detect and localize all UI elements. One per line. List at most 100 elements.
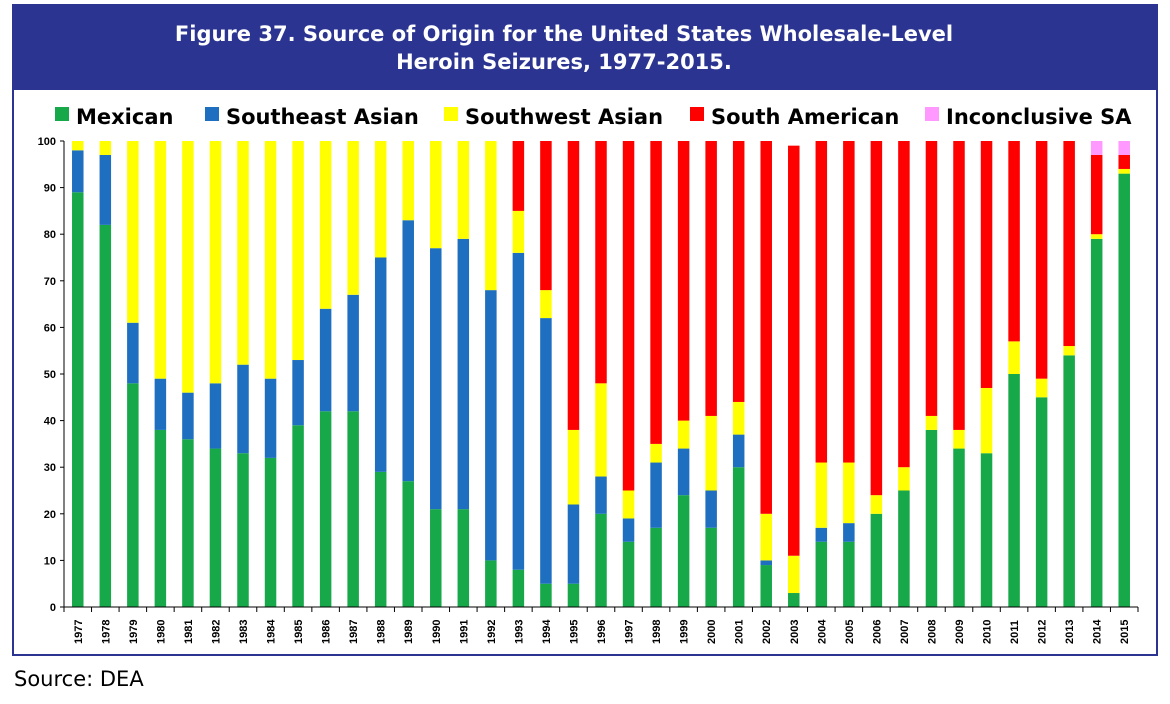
bar-segment-south-american-2006	[870, 141, 883, 496]
bar-segment-south-american-2010	[980, 141, 993, 388]
bar-segment-mexican-1980	[154, 429, 167, 607]
bar-segment-southwest-asian-2005	[843, 462, 855, 524]
bar-segment-mexican-2003	[788, 593, 800, 607]
bar-segment-south-american-1997	[622, 141, 635, 491]
bar-segment-mexican-1990	[430, 509, 442, 607]
bar-segment-mexican-1981	[182, 439, 194, 607]
bar-segment-south-american-2013	[1063, 141, 1075, 347]
bar-segment-southwest-asian-2010	[980, 387, 993, 454]
bar-segment-southeast-asian-2001	[732, 434, 745, 468]
x-axis: 1977 1978 1979 1980 1981 1982 1983 1984 1985 1986…	[63, 606, 1139, 644]
legend: Mexican Southeast Asian Southwest Asian Sou…	[55, 105, 1132, 129]
bar-segment-south-american-1994	[540, 141, 552, 291]
bar-segment-southwest-asian-1985	[292, 141, 304, 361]
x-tick-label: 2011	[1009, 620, 1021, 644]
bar-segment-southeast-asian-2002	[760, 560, 772, 566]
title-bar: Figure 37. Source of Origin for the Unit…	[14, 6, 1156, 90]
x-tick-label: 1985	[293, 620, 305, 644]
bar-segment-mexican-1999	[677, 495, 690, 607]
x-tick-label: 1993	[513, 620, 525, 644]
bar-segment-southeast-asian-1990	[430, 248, 442, 510]
legend-label-mexican: Mexican	[76, 105, 173, 129]
bar-segment-mexican-1998	[650, 527, 662, 607]
x-tick-label: 1989	[403, 620, 415, 644]
bar-segment-southwest-asian-2003	[788, 555, 800, 594]
bar-segment-mexican-2015	[1118, 173, 1130, 607]
x-tick-label: 1992	[486, 620, 498, 644]
bar-segment-mexican-1982	[209, 448, 222, 607]
bar-segment-southeast-asian-2000	[705, 490, 717, 528]
bar-segment-southwest-asian-2015	[1118, 168, 1130, 174]
bar-segment-southwest-asian-2012	[1035, 378, 1048, 398]
bar-segment-southwest-asian-2009	[953, 429, 965, 449]
chart-title-line-1: Figure 37. Source of Origin for the Unit…	[174, 22, 954, 46]
y-tick-label: 0	[50, 602, 56, 614]
x-tick-label: 2013	[1064, 620, 1076, 644]
source-note: Source: DEA	[14, 667, 144, 691]
bar-segment-southwest-asian-1997	[622, 490, 635, 519]
x-tick-label: 1994	[541, 619, 553, 644]
bar-segment-mexican-1991	[457, 509, 470, 607]
bar-segment-southwest-asian-1991	[457, 141, 470, 239]
x-tick-label: 1981	[183, 620, 195, 644]
bar-segment-southwest-asian-1996	[595, 383, 607, 477]
bar-segment-mexican-2002	[760, 565, 772, 607]
y-tick-label: 10	[44, 555, 56, 567]
y-tick-label: 100	[38, 136, 56, 148]
bar-segment-southeast-asian-2004	[815, 527, 828, 542]
bar-segment-mexican-2000	[705, 527, 717, 607]
x-tick-label: 2004	[816, 619, 828, 644]
bar-segment-southwest-asian-1993	[512, 210, 525, 253]
x-tick-label: 1988	[376, 620, 388, 644]
y-tick-label: 80	[44, 229, 56, 241]
y-tick-label: 70	[44, 276, 56, 288]
bar-segment-south-american-1995	[567, 141, 580, 430]
bar-segment-mexican-1986	[319, 411, 332, 607]
legend-swatch-south-american	[690, 107, 704, 121]
bar-segment-southeast-asian-1985	[292, 360, 304, 426]
bar-segment-mexican-1988	[374, 471, 387, 607]
bar-segment-southeast-asian-1983	[237, 364, 249, 454]
bar-segment-southeast-asian-1979	[127, 322, 139, 384]
bar-segment-southwest-asian-2000	[705, 415, 717, 491]
bar-segment-inconclusive-sa-2015	[1118, 141, 1130, 155]
x-tick-label: 1984	[266, 619, 278, 644]
bar-segment-south-american-2005	[843, 141, 855, 463]
bar-segment-southwest-asian-1990	[430, 141, 442, 249]
bar-segment-southeast-asian-1997	[622, 518, 635, 542]
bar-segment-southwest-asian-1994	[540, 290, 552, 319]
bar-segment-southeast-asian-1981	[182, 392, 194, 440]
bar-segment-southeast-asian-2005	[843, 523, 855, 542]
bar-segment-southeast-asian-1977	[72, 150, 84, 193]
x-tick-label: 2009	[954, 620, 966, 644]
bar-segment-southwest-asian-2004	[815, 462, 828, 528]
bar-segment-southwest-asian-1992	[485, 141, 497, 291]
x-tick-label: 1979	[128, 620, 140, 644]
bar-segment-southwest-asian-1988	[374, 141, 387, 258]
x-tick-label: 1998	[651, 620, 663, 644]
bar-segment-mexican-1993	[512, 569, 525, 607]
bar-segment-mexican-1979	[127, 383, 139, 607]
bar-segment-southwest-asian-1999	[677, 420, 690, 449]
bar-segment-southwest-asian-1981	[182, 141, 194, 393]
bar-segment-mexican-2010	[980, 453, 993, 607]
bar-segment-southeast-asian-1987	[347, 294, 359, 412]
bar-segment-southeast-asian-1984	[264, 378, 277, 458]
x-tick-label: 2015	[1119, 620, 1131, 644]
x-tick-label: 2007	[899, 620, 911, 644]
bar-segment-southwest-asian-1983	[237, 141, 249, 365]
y-tick-label: 40	[44, 416, 56, 428]
bar-segment-mexican-2014	[1090, 238, 1103, 608]
bar-segment-mexican-1987	[347, 411, 359, 607]
bar-segment-southeast-asian-1988	[374, 257, 387, 472]
bar-segment-south-american-2015	[1118, 154, 1130, 169]
bar-segment-south-american-2002	[760, 141, 772, 514]
bar-segment-mexican-2009	[953, 448, 965, 607]
y-tick-label: 30	[44, 462, 56, 474]
bar-segment-south-american-1998	[650, 141, 662, 444]
x-tick-label: 1991	[458, 620, 470, 644]
x-tick-label: 2014	[1092, 619, 1104, 644]
bar-segment-mexican-1978	[99, 224, 112, 607]
bar-segment-southwest-asian-2001	[732, 401, 745, 435]
bar-segment-south-american-2003	[788, 145, 800, 556]
